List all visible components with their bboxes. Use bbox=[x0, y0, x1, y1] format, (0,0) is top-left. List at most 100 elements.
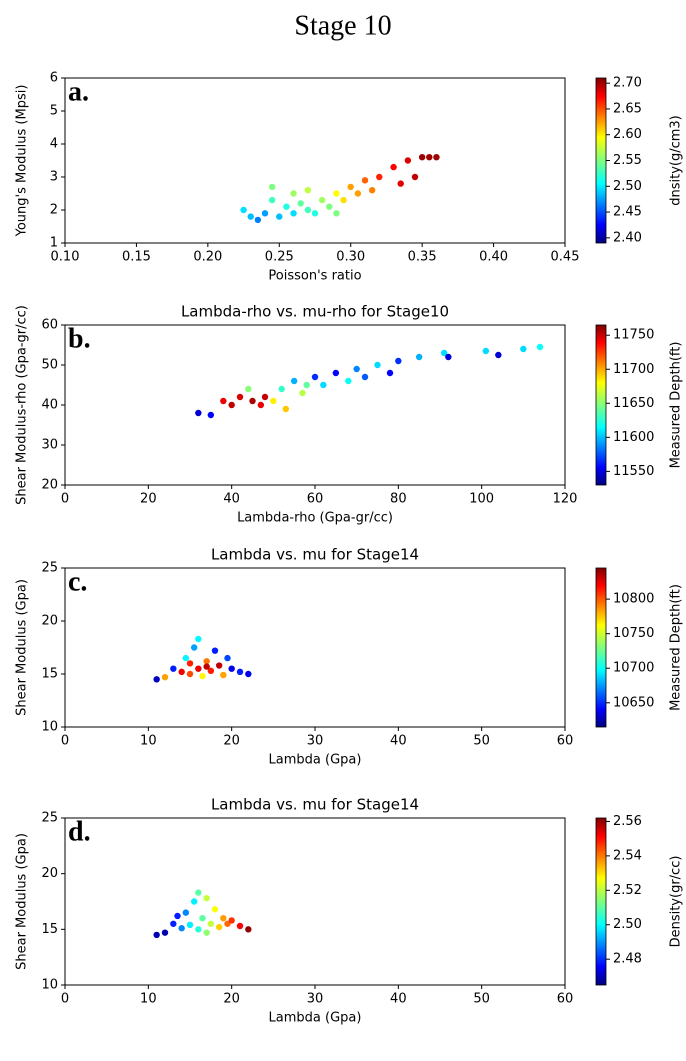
point bbox=[211, 647, 219, 654]
point bbox=[215, 662, 223, 669]
point bbox=[186, 921, 194, 929]
point bbox=[320, 381, 327, 389]
point bbox=[290, 190, 297, 197]
x-tick-label: 0.35 bbox=[408, 250, 437, 265]
colorbar-tick-label: 2.50 bbox=[613, 179, 642, 194]
colorbar-tick-label: 2.56 bbox=[613, 814, 642, 829]
point bbox=[228, 665, 235, 672]
y-tick-label: 10 bbox=[41, 978, 58, 993]
point bbox=[254, 216, 262, 224]
y-axis-label: Shear Modulus (Gpa) bbox=[15, 833, 30, 970]
x-tick-label: 30 bbox=[307, 734, 324, 749]
point bbox=[268, 183, 276, 191]
x-tick-label: 40 bbox=[390, 992, 407, 1007]
point bbox=[390, 163, 397, 171]
point bbox=[170, 665, 177, 672]
point bbox=[207, 920, 215, 927]
colorbar-tick-label: 2.50 bbox=[613, 917, 642, 932]
point bbox=[445, 353, 452, 361]
x-tick-label: 0 bbox=[61, 734, 69, 749]
panel-label: d. bbox=[68, 816, 91, 847]
plot-frame bbox=[64, 77, 566, 244]
x-tick-label: 60 bbox=[307, 492, 324, 507]
x-axis-label: Lambda (Gpa) bbox=[269, 1011, 362, 1026]
colorbar-label: Measured Depth(ft) bbox=[669, 342, 684, 469]
x-axis-label: Lambda-rho (Gpa-gr/cc) bbox=[237, 511, 393, 526]
point bbox=[228, 401, 235, 409]
point bbox=[299, 389, 306, 397]
x-axis-label: Lambda (Gpa) bbox=[269, 753, 362, 768]
point bbox=[261, 393, 269, 401]
x-tick-label: 0.15 bbox=[122, 250, 151, 265]
y-tick-label: 4 bbox=[50, 137, 58, 152]
x-tick-label: 50 bbox=[473, 992, 490, 1007]
point bbox=[278, 385, 285, 393]
y-tick-label: 10 bbox=[41, 720, 58, 735]
colorbar-label: Measured Depth(ft) bbox=[669, 584, 684, 711]
x-tick-label: 0.20 bbox=[193, 250, 222, 265]
point bbox=[353, 365, 360, 373]
point bbox=[195, 409, 202, 417]
point bbox=[354, 190, 362, 197]
point bbox=[153, 931, 160, 939]
point bbox=[195, 889, 202, 896]
colorbar-tick-label: 11550 bbox=[613, 464, 654, 479]
colorbar-tick-label: 11650 bbox=[613, 396, 654, 411]
colorbar bbox=[595, 77, 607, 244]
point bbox=[495, 351, 502, 359]
x-tick-label: 20 bbox=[223, 992, 240, 1007]
point bbox=[257, 401, 265, 409]
x-tick-label: 0.30 bbox=[336, 250, 365, 265]
point bbox=[207, 667, 215, 675]
point bbox=[182, 654, 190, 662]
y-tick-label: 30 bbox=[41, 438, 58, 453]
point bbox=[268, 196, 276, 204]
colorbar-tick-label: 2.65 bbox=[613, 101, 642, 116]
point bbox=[220, 671, 227, 679]
x-tick-label: 0.45 bbox=[551, 250, 580, 265]
point bbox=[345, 377, 352, 385]
point bbox=[340, 196, 347, 204]
point bbox=[249, 397, 256, 405]
y-tick-label: 60 bbox=[41, 318, 58, 333]
x-tick-label: 0 bbox=[61, 492, 69, 507]
y-tick-label: 6 bbox=[50, 71, 58, 86]
colorbar-tick-label: 10800 bbox=[613, 592, 654, 607]
point bbox=[433, 154, 440, 161]
colorbar-tick-label: 2.45 bbox=[613, 205, 642, 220]
colorbar-label: Density(gr/cc) bbox=[669, 856, 684, 948]
plot-frame bbox=[64, 567, 566, 728]
point bbox=[332, 369, 340, 377]
point bbox=[228, 917, 235, 924]
point bbox=[418, 154, 426, 161]
chart-title: Lambda vs. mu for Stage14 bbox=[211, 546, 419, 564]
x-tick-label: 60 bbox=[557, 992, 574, 1007]
point bbox=[333, 190, 340, 197]
colorbar-tick-label: 2.54 bbox=[613, 848, 642, 863]
point bbox=[240, 206, 247, 214]
point bbox=[190, 644, 198, 651]
point bbox=[236, 393, 244, 401]
point bbox=[236, 922, 244, 930]
point bbox=[304, 206, 312, 214]
x-tick-label: 60 bbox=[557, 734, 574, 749]
y-tick-label: 20 bbox=[41, 478, 58, 493]
point bbox=[211, 906, 219, 913]
point bbox=[182, 909, 190, 916]
colorbar-tick-label: 2.48 bbox=[613, 952, 642, 967]
point bbox=[178, 925, 185, 932]
point bbox=[397, 180, 404, 187]
point bbox=[245, 926, 252, 933]
x-tick-label: 10 bbox=[140, 992, 157, 1007]
point bbox=[207, 411, 215, 419]
y-axis-label: Shear Modulus (Gpa) bbox=[15, 579, 30, 716]
point bbox=[276, 213, 283, 220]
panel-label: b. bbox=[68, 323, 91, 354]
y-tick-label: 40 bbox=[41, 398, 58, 413]
x-tick-label: 20 bbox=[140, 492, 157, 507]
y-tick-label: 2 bbox=[50, 203, 58, 218]
point bbox=[368, 187, 376, 194]
point bbox=[395, 357, 402, 365]
point bbox=[361, 373, 369, 381]
